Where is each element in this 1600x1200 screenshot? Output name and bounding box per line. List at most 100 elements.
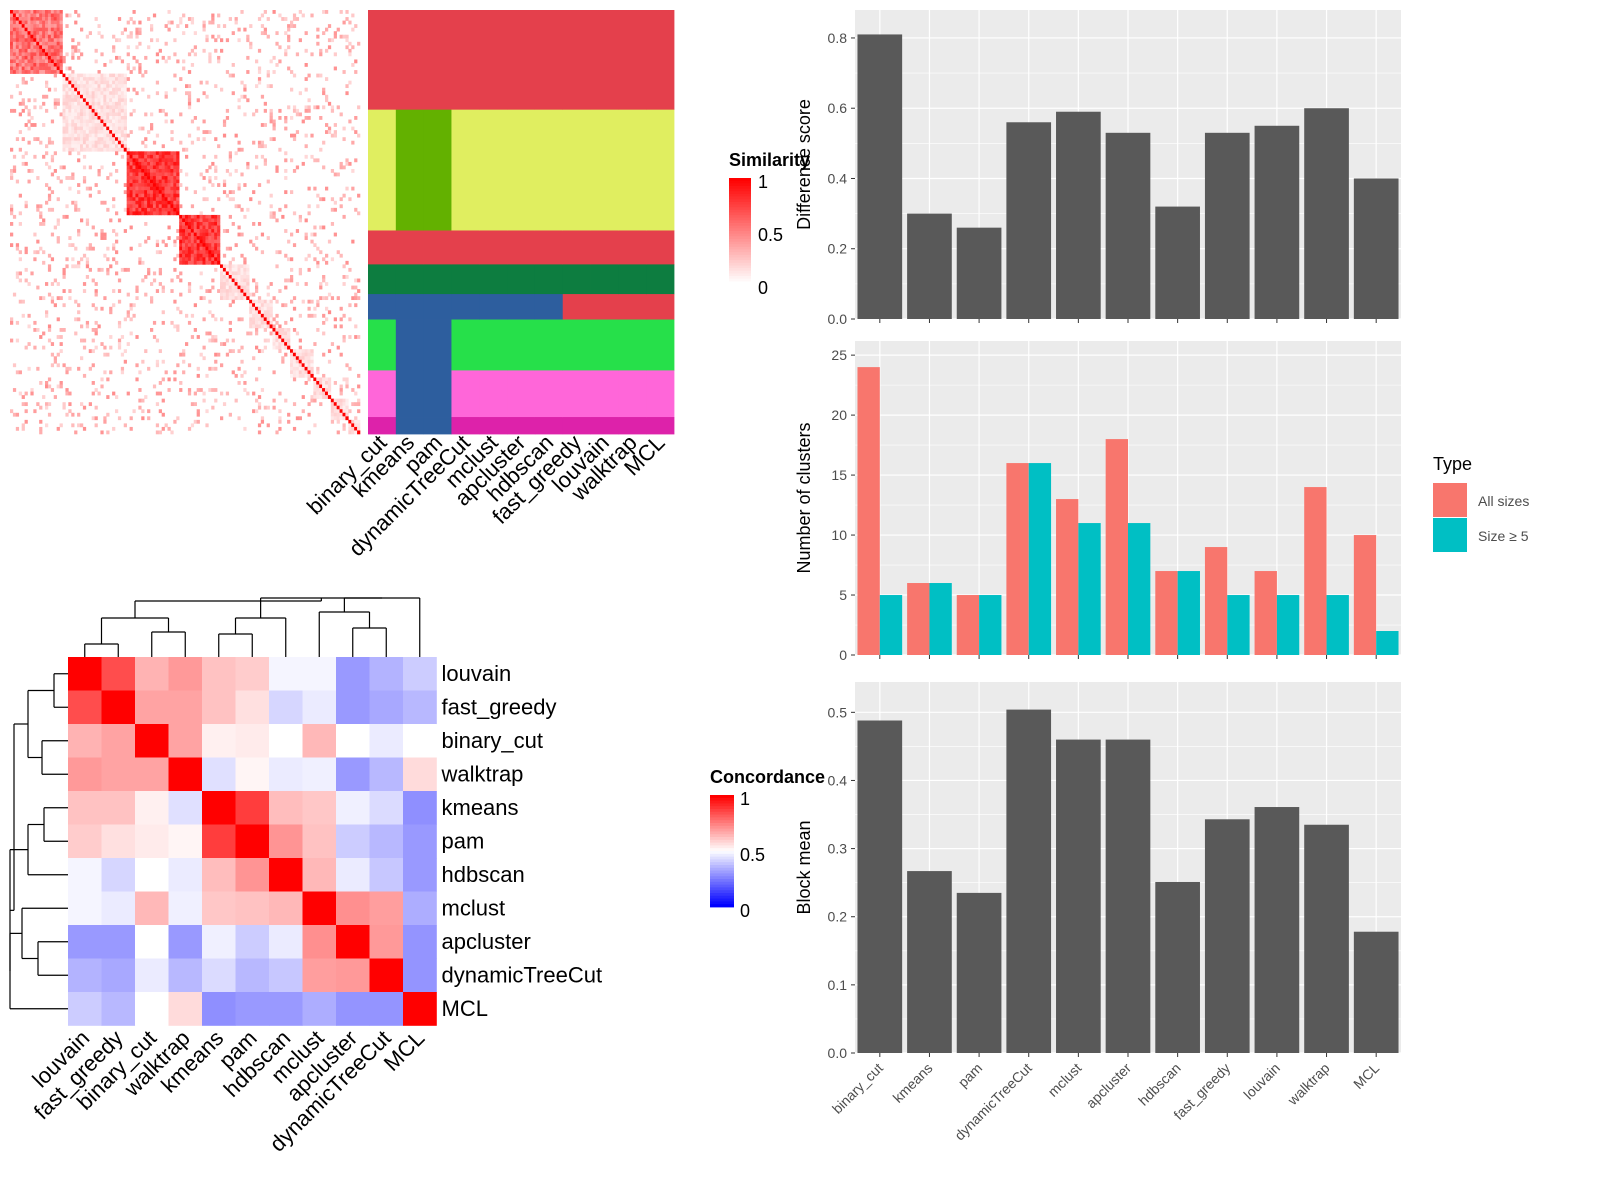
- similarity-cell: [50, 63, 55, 67]
- similarity-cell: [123, 123, 127, 127]
- similarity-cell: [120, 133, 125, 138]
- similarity-cell: [196, 126, 200, 131]
- similarity-cell: [351, 13, 355, 18]
- similarity-cell: [82, 345, 87, 350]
- similarity-cell: [80, 105, 84, 110]
- x-tick-label: mclust: [1045, 1060, 1085, 1100]
- similarity-cell: [53, 52, 57, 57]
- similarity-cell: [255, 289, 259, 293]
- similarity-cell: [196, 243, 200, 248]
- similarity-cell: [129, 158, 133, 163]
- similarity-cell: [147, 207, 151, 212]
- similarity-cell: [173, 377, 177, 382]
- similarity-cell: [120, 267, 125, 272]
- similarity-cell: [228, 267, 232, 272]
- similarity-cell: [190, 225, 195, 230]
- similarity-cell: [123, 229, 127, 233]
- concordance-row-label: pam: [442, 828, 485, 853]
- similarity-cell: [287, 335, 291, 339]
- membership-cell: [395, 370, 425, 418]
- membership-cell: [368, 230, 397, 265]
- similarity-cell: [77, 77, 81, 81]
- similarity-cell: [45, 10, 49, 14]
- similarity-cell: [33, 66, 37, 71]
- concordance-cell: [135, 992, 169, 1026]
- similarity-cell: [62, 108, 66, 113]
- similarity-cell: [15, 38, 20, 43]
- concordance-cell: [369, 891, 404, 926]
- similarity-cell: [281, 17, 285, 21]
- similarity-cell: [88, 137, 92, 142]
- similarity-cell: [82, 101, 87, 106]
- similarity-cell: [24, 345, 28, 350]
- concordance-row-label: mclust: [442, 895, 506, 920]
- similarity-cell: [65, 123, 69, 127]
- similarity-cell: [132, 303, 136, 308]
- membership-cell: [395, 417, 425, 435]
- similarity-cell: [85, 147, 90, 152]
- similarity-cell: [196, 253, 200, 258]
- similarity-cell: [173, 197, 177, 202]
- similarity-cell: [24, 17, 28, 21]
- similarity-cell: [351, 239, 355, 244]
- similarity-cell: [155, 158, 160, 163]
- similarity-cell: [327, 377, 332, 382]
- similarity-cell: [132, 87, 136, 92]
- similarity-cell: [185, 239, 189, 244]
- concordance-cell: [168, 757, 203, 792]
- similarity-cell: [339, 324, 343, 329]
- membership-cell: [451, 370, 480, 418]
- similarity-cell: [322, 331, 326, 336]
- similarity-cell: [222, 24, 227, 28]
- similarity-cell: [202, 48, 206, 53]
- similarity-cell: [205, 232, 209, 237]
- similarity-cell: [243, 381, 247, 385]
- membership-cell: [590, 109, 619, 231]
- similarity-cell: [298, 338, 302, 343]
- similarity-cell: [68, 133, 72, 138]
- similarity-cell: [217, 34, 221, 39]
- similarity-cell: [50, 27, 55, 32]
- similarity-cell: [77, 130, 81, 134]
- similarity-cell: [77, 317, 81, 322]
- similarity-cell: [18, 38, 22, 43]
- similarity-cell: [295, 356, 300, 361]
- similarity-cell: [187, 133, 192, 138]
- similarity-cell: [62, 73, 66, 78]
- similarity-cell: [290, 356, 294, 361]
- similarity-cell: [59, 381, 63, 385]
- similarity-cell: [39, 45, 43, 50]
- similarity-cell: [150, 161, 154, 166]
- similarity-cell: [237, 381, 241, 385]
- similarity-cell: [185, 246, 189, 251]
- similarity-cell: [77, 151, 81, 156]
- similarity-cell: [339, 204, 343, 209]
- similarity-cell: [71, 133, 75, 138]
- concordance-legend-swatch: [710, 800, 734, 804]
- similarity-cell: [147, 366, 151, 371]
- similarity-cell: [179, 250, 183, 255]
- similarity-cell: [202, 20, 206, 25]
- similarity-cell: [138, 154, 142, 159]
- similarity-cell: [255, 409, 259, 414]
- similarity-cell: [24, 246, 28, 251]
- similarity-cell: [214, 222, 218, 226]
- similarity-cell: [45, 13, 49, 18]
- similarity-cell: [319, 384, 323, 389]
- similarity-cell: [176, 183, 180, 187]
- similarity-cell: [301, 13, 305, 18]
- similarity-cell: [243, 282, 247, 286]
- similarity-cell: [45, 66, 49, 71]
- similarity-cell: [135, 296, 139, 301]
- similarity-cell: [129, 306, 133, 311]
- similarity-cell: [225, 338, 230, 343]
- similarity-cell: [94, 423, 98, 428]
- similarity-cell: [161, 55, 165, 60]
- similarity-cell: [240, 80, 244, 85]
- similarity-cell: [150, 169, 154, 173]
- similarity-cell: [71, 101, 75, 106]
- similarity-cell: [91, 94, 95, 99]
- similarity-cell: [144, 186, 148, 191]
- similarity-cell: [129, 176, 133, 180]
- similarity-cell: [141, 193, 145, 198]
